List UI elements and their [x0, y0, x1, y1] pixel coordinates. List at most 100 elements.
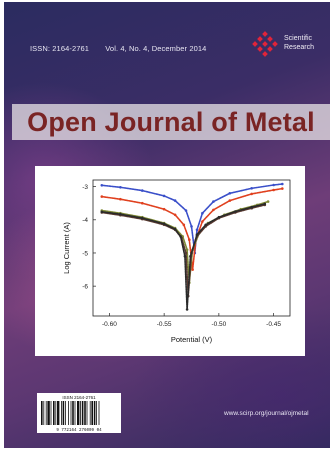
- data-point: [201, 220, 204, 223]
- barcode-bar: [41, 401, 43, 425]
- data-point: [162, 207, 166, 211]
- barcode: ISSN 2164-2761 9 772164 276009 04: [37, 393, 121, 433]
- barcode-bar: [50, 401, 52, 425]
- data-point: [162, 222, 166, 226]
- scientific-research-logo-icon: [252, 31, 278, 57]
- barcode-bar: [81, 401, 84, 425]
- data-point: [250, 205, 253, 209]
- barcode-bar: [65, 401, 66, 425]
- title-band: Open Journal of Metal: [12, 104, 330, 140]
- issn-text: ISSN: 2164-2761: [30, 44, 90, 53]
- data-point: [195, 233, 199, 236]
- x-tick-label: -0.55: [157, 321, 172, 328]
- data-point: [263, 202, 267, 206]
- barcode-bar: [84, 401, 86, 425]
- data-point: [212, 208, 215, 212]
- barcode-bar: [86, 401, 88, 425]
- y-tick-label: -5: [82, 250, 88, 257]
- data-point: [183, 255, 187, 258]
- x-tick-label: -0.60: [102, 321, 117, 328]
- data-point: [228, 192, 232, 195]
- data-point: [185, 248, 189, 251]
- data-point: [173, 199, 177, 202]
- data-point: [250, 192, 253, 196]
- barcode-bar: [93, 401, 96, 425]
- barcode-bar: [53, 401, 55, 425]
- data-point: [185, 308, 189, 311]
- barcode-bar: [57, 401, 60, 425]
- data-point: [188, 238, 191, 241]
- data-point: [228, 199, 232, 202]
- x-tick-label: -0.45: [266, 321, 281, 328]
- x-tick-label: -0.50: [211, 321, 226, 328]
- data-point: [119, 197, 122, 201]
- journal-title: Open Journal of Metal: [27, 107, 315, 137]
- barcode-digits: 9 772164 276009 04: [56, 429, 102, 433]
- data-point: [204, 223, 207, 227]
- barcode-bar: [91, 401, 93, 425]
- data-point: [179, 235, 182, 238]
- barcode-bar: [89, 401, 91, 425]
- data-point: [141, 216, 144, 220]
- publisher-name: Scientific Research: [284, 34, 314, 52]
- barcode-bar: [68, 401, 69, 425]
- cover-chart: -0.60 -0.55 -0.50 -0.45 -3 -4 -5 -6 Potential (V…: [35, 166, 305, 356]
- publisher-line-2: Research: [284, 44, 314, 51]
- barcode-bar: [61, 401, 62, 425]
- barcode-issn-label: ISSN 2164-2761: [62, 395, 96, 400]
- barcode-bar: [96, 401, 97, 425]
- y-tick-label: -6: [82, 283, 88, 290]
- data-point: [272, 188, 275, 192]
- barcode-bar: [77, 401, 80, 425]
- data-point: [173, 213, 177, 217]
- data-point: [281, 187, 284, 190]
- data-point: [217, 215, 221, 219]
- polarization-chart: -0.60 -0.55 -0.50 -0.45 -3 -4 -5 -6 Potential (V…: [62, 179, 291, 344]
- data-point: [119, 212, 122, 216]
- y-tick-label: -3: [82, 184, 88, 191]
- barcode-bars: [41, 401, 100, 425]
- data-point: [189, 255, 192, 258]
- data-point: [100, 195, 104, 198]
- barcode-bar: [47, 401, 50, 425]
- barcode-bar: [55, 401, 57, 425]
- publisher-line-1: Scientific: [284, 35, 313, 42]
- barcode-bar: [45, 401, 47, 425]
- data-point: [141, 189, 144, 192]
- data-point: [250, 187, 253, 190]
- data-point: [234, 210, 237, 213]
- barcode-bar: [80, 401, 81, 425]
- barcode-bar: [72, 401, 74, 425]
- barcode-graphic: ISSN 2164-2761 9 772164 276009 04: [41, 395, 102, 433]
- data-point: [182, 223, 186, 227]
- issue-text: Vol. 4, No. 4, December 2014: [105, 44, 207, 53]
- barcode-bar: [62, 401, 65, 425]
- y-tick-label: -4: [82, 217, 88, 224]
- data-point: [191, 268, 194, 271]
- data-point: [100, 210, 104, 214]
- x-axis-label: Potential (V): [171, 335, 213, 344]
- plot-frame: [92, 179, 291, 317]
- data-point: [184, 251, 188, 255]
- data-point: [266, 200, 270, 203]
- issue-info: ISSN: 2164-2761 Vol. 4, No. 4, December …: [30, 44, 220, 53]
- data-point: [141, 201, 144, 205]
- data-point: [201, 211, 204, 215]
- barcode-bar: [98, 401, 100, 425]
- data-point: [195, 228, 199, 232]
- data-point: [184, 209, 188, 212]
- barcode-bar: [70, 401, 72, 425]
- data-point: [272, 183, 275, 187]
- data-point: [190, 225, 193, 228]
- barcode-bar: [74, 401, 76, 425]
- data-point: [119, 186, 122, 189]
- data-point: [100, 184, 104, 187]
- series-line: [101, 183, 284, 254]
- series-line: [101, 203, 266, 310]
- data-point: [162, 194, 166, 198]
- data-point: [281, 182, 284, 186]
- data-point: [173, 227, 177, 231]
- y-axis-label: Log Current (A): [62, 222, 71, 274]
- data-point: [212, 200, 215, 203]
- journal-url: www.scirp.org/journal/ojmetal: [224, 410, 309, 417]
